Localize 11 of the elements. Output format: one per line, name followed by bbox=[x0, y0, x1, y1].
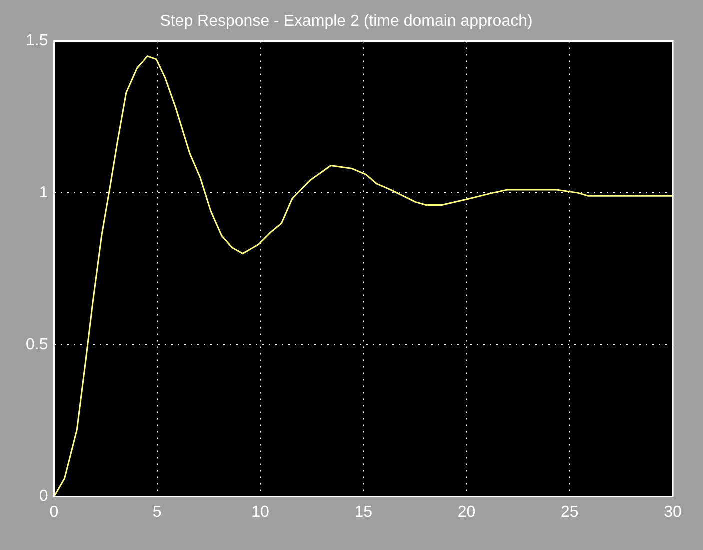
y-tick-label: 1.5 bbox=[26, 32, 48, 50]
x-tick-label: 25 bbox=[560, 504, 579, 521]
y-tick-label: 1 bbox=[39, 184, 48, 202]
y-tick-label: 0.5 bbox=[26, 336, 48, 354]
chart-title: Step Response - Example 2 (time domain approach) bbox=[160, 13, 533, 30]
x-tick-label: 5 bbox=[152, 504, 162, 521]
x-tick-label: 15 bbox=[354, 504, 373, 521]
x-tick-label: 20 bbox=[458, 504, 476, 521]
x-tick-label: 10 bbox=[252, 504, 270, 521]
x-tick-label: 30 bbox=[664, 504, 682, 521]
y-tick-label: 0 bbox=[39, 488, 48, 506]
